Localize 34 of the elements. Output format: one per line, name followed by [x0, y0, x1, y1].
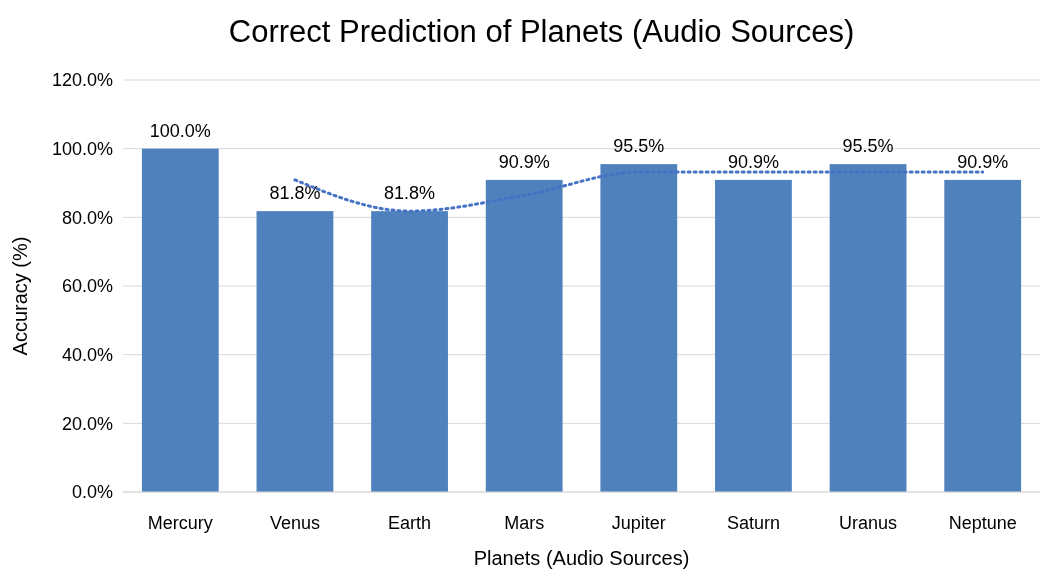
bar [600, 164, 678, 492]
x-tick-label: Uranus [839, 513, 898, 533]
data-label: 100.0% [149, 120, 211, 141]
data-label: 90.9% [727, 151, 779, 172]
bar [829, 164, 907, 492]
y-tick-label: 20.0% [61, 413, 113, 434]
bar [141, 148, 219, 492]
data-label: 90.9% [957, 151, 1009, 172]
data-label: 81.8% [384, 183, 436, 204]
data-label: 95.5% [842, 136, 894, 157]
x-tick-label: Venus [269, 513, 320, 533]
y-tick-label: 0.0% [71, 482, 113, 503]
y-tick-label: 100.0% [51, 138, 113, 159]
y-tick-label: 60.0% [61, 276, 113, 297]
x-tick-label: Neptune [948, 513, 1017, 533]
data-label: 90.9% [498, 151, 550, 172]
y-axis-title: Accuracy (%) [9, 236, 31, 356]
bar [256, 211, 334, 492]
x-axis-title: Planets (Audio Sources) [473, 547, 690, 569]
chart-title: Correct Prediction of Planets (Audio Sources) [228, 14, 855, 49]
x-tick-label: Mercury [147, 513, 213, 533]
x-tick-label: Saturn [726, 513, 780, 533]
bar [715, 179, 792, 492]
data-label: 95.5% [613, 136, 665, 157]
x-tick-label: Jupiter [611, 513, 666, 533]
x-tick-label: Earth [388, 513, 432, 533]
bar [944, 179, 1022, 492]
y-tick-label: 80.0% [61, 207, 113, 228]
x-tick-label: Mars [504, 513, 545, 533]
bar [371, 211, 448, 492]
y-tick-label: 120.0% [51, 70, 113, 91]
data-label: 81.8% [269, 183, 321, 204]
y-tick-label: 40.0% [61, 344, 113, 365]
bar [485, 179, 563, 492]
